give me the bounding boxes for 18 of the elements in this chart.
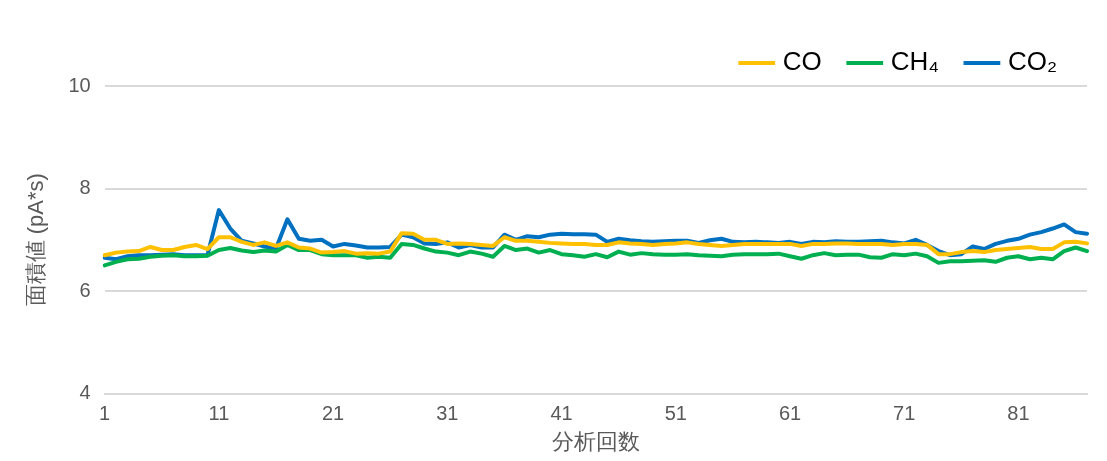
x-tick-label: 81 (1007, 402, 1030, 425)
x-axis-title: 分析回数 (551, 428, 640, 454)
y-tick-label: 6 (79, 278, 91, 301)
x-tick-label: 51 (664, 402, 687, 425)
y-tick-label: 4 (79, 381, 91, 404)
y-tick-label: 10 (68, 73, 91, 96)
x-tick-label: 11 (208, 402, 230, 425)
x-tick-label: 61 (778, 402, 802, 425)
legend-label: CO₂ (1007, 46, 1057, 77)
y-axis-title: 面積値 (pA*s) (23, 173, 49, 307)
x-tick-label: 1 (99, 402, 111, 425)
legend-label: CO (782, 46, 822, 77)
x-tick-label: 71 (893, 402, 916, 425)
legend-label: CH₄ (890, 46, 939, 77)
x-tick-label: 21 (321, 402, 345, 425)
x-tick-label: 41 (550, 402, 573, 425)
y-tick-label: 8 (79, 176, 91, 199)
x-tick-label: 31 (436, 402, 459, 425)
